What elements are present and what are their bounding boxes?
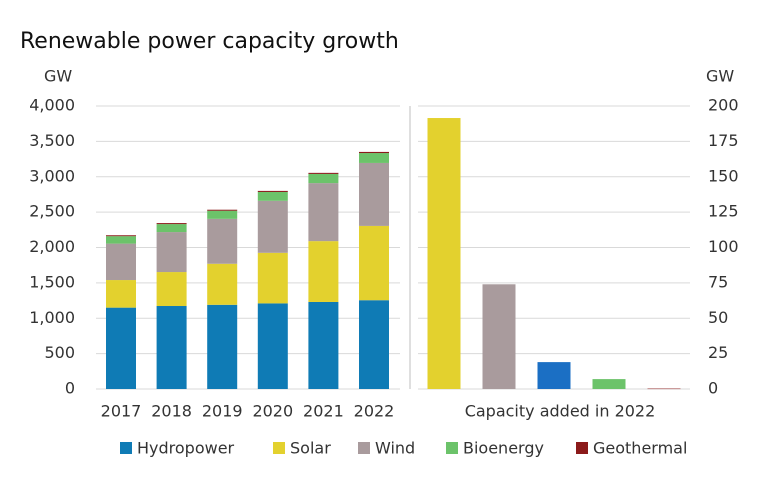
bar-segment — [207, 209, 238, 211]
legend-swatch — [120, 442, 132, 454]
bar-segment — [156, 223, 187, 225]
y-tick-label: 150 — [708, 166, 739, 185]
y-tick-label: 50 — [708, 308, 728, 327]
bar-segment — [207, 218, 238, 264]
bar-segment — [308, 183, 339, 242]
x-tick-label: 2020 — [252, 402, 293, 421]
bar-segment — [207, 210, 238, 219]
y-tick-label: 125 — [708, 202, 739, 221]
y-tick-label: 0 — [708, 379, 718, 398]
bar-segment — [207, 304, 238, 389]
bar-segment — [359, 225, 389, 301]
y-tick-label: 2,500 — [29, 202, 75, 221]
legend-swatch — [273, 442, 285, 454]
y-tick-label: 500 — [44, 343, 75, 362]
y-tick-label: 3,000 — [29, 166, 75, 185]
x-tick-label: 2021 — [303, 402, 344, 421]
y-tick-label: 0 — [65, 379, 75, 398]
legend-label: Solar — [290, 439, 331, 458]
bar-segment — [106, 243, 136, 281]
x-tick-label: 2018 — [151, 402, 192, 421]
y-tick-label: 3,500 — [29, 131, 75, 150]
y-axis-unit: GW — [44, 67, 72, 86]
y-tick-label: 1,000 — [29, 308, 75, 327]
legend-label: Geothermal — [593, 439, 687, 458]
bar-segment — [257, 190, 288, 192]
bar-segment — [106, 235, 136, 237]
bar-segment — [207, 263, 238, 305]
bar — [537, 362, 571, 389]
legend-swatch — [446, 442, 458, 454]
bar-segment — [308, 241, 339, 302]
bar — [427, 118, 461, 389]
legend-swatch — [358, 442, 370, 454]
y-tick-label: 4,000 — [29, 96, 75, 115]
bar-segment — [156, 224, 187, 233]
bar-segment — [308, 172, 339, 174]
bar-segment — [257, 252, 288, 304]
bar-segment — [308, 301, 339, 389]
x-axis-label: Capacity added in 2022 — [465, 402, 656, 421]
legend-label: Hydropower — [137, 439, 235, 458]
y2-axis-unit: GW — [706, 67, 734, 86]
bar-segment — [257, 191, 288, 201]
legend-label: Bioenergy — [463, 439, 544, 458]
bar-segment — [359, 162, 389, 226]
x-tick-label: 2019 — [202, 402, 243, 421]
bar-segment — [106, 280, 136, 308]
bar-segment — [156, 232, 187, 273]
bar — [592, 379, 626, 389]
y-tick-label: 1,500 — [29, 272, 75, 291]
bar — [482, 284, 516, 389]
y-tick-label: 200 — [708, 96, 739, 115]
y-tick-label: 2,000 — [29, 237, 75, 256]
bar-segment — [106, 236, 136, 244]
y-tick-label: 100 — [708, 237, 739, 256]
y-tick-label: 175 — [708, 131, 739, 150]
x-tick-label: 2017 — [101, 402, 142, 421]
bar-segment — [359, 153, 389, 163]
bar-segment — [156, 272, 187, 307]
chart-title: Renewable power capacity growth — [20, 29, 399, 54]
legend-swatch — [576, 442, 588, 454]
y-tick-label: 75 — [708, 272, 728, 291]
bar-segment — [257, 200, 288, 253]
bar-segment — [359, 151, 389, 154]
bar-segment — [106, 307, 136, 389]
x-tick-label: 2022 — [354, 402, 395, 421]
bar-segment — [257, 303, 288, 389]
bar-segment — [308, 173, 339, 184]
bar-segment — [359, 300, 389, 389]
bar-segment — [156, 306, 187, 389]
legend-label: Wind — [375, 439, 415, 458]
bar — [647, 388, 681, 390]
y-tick-label: 25 — [708, 343, 728, 362]
